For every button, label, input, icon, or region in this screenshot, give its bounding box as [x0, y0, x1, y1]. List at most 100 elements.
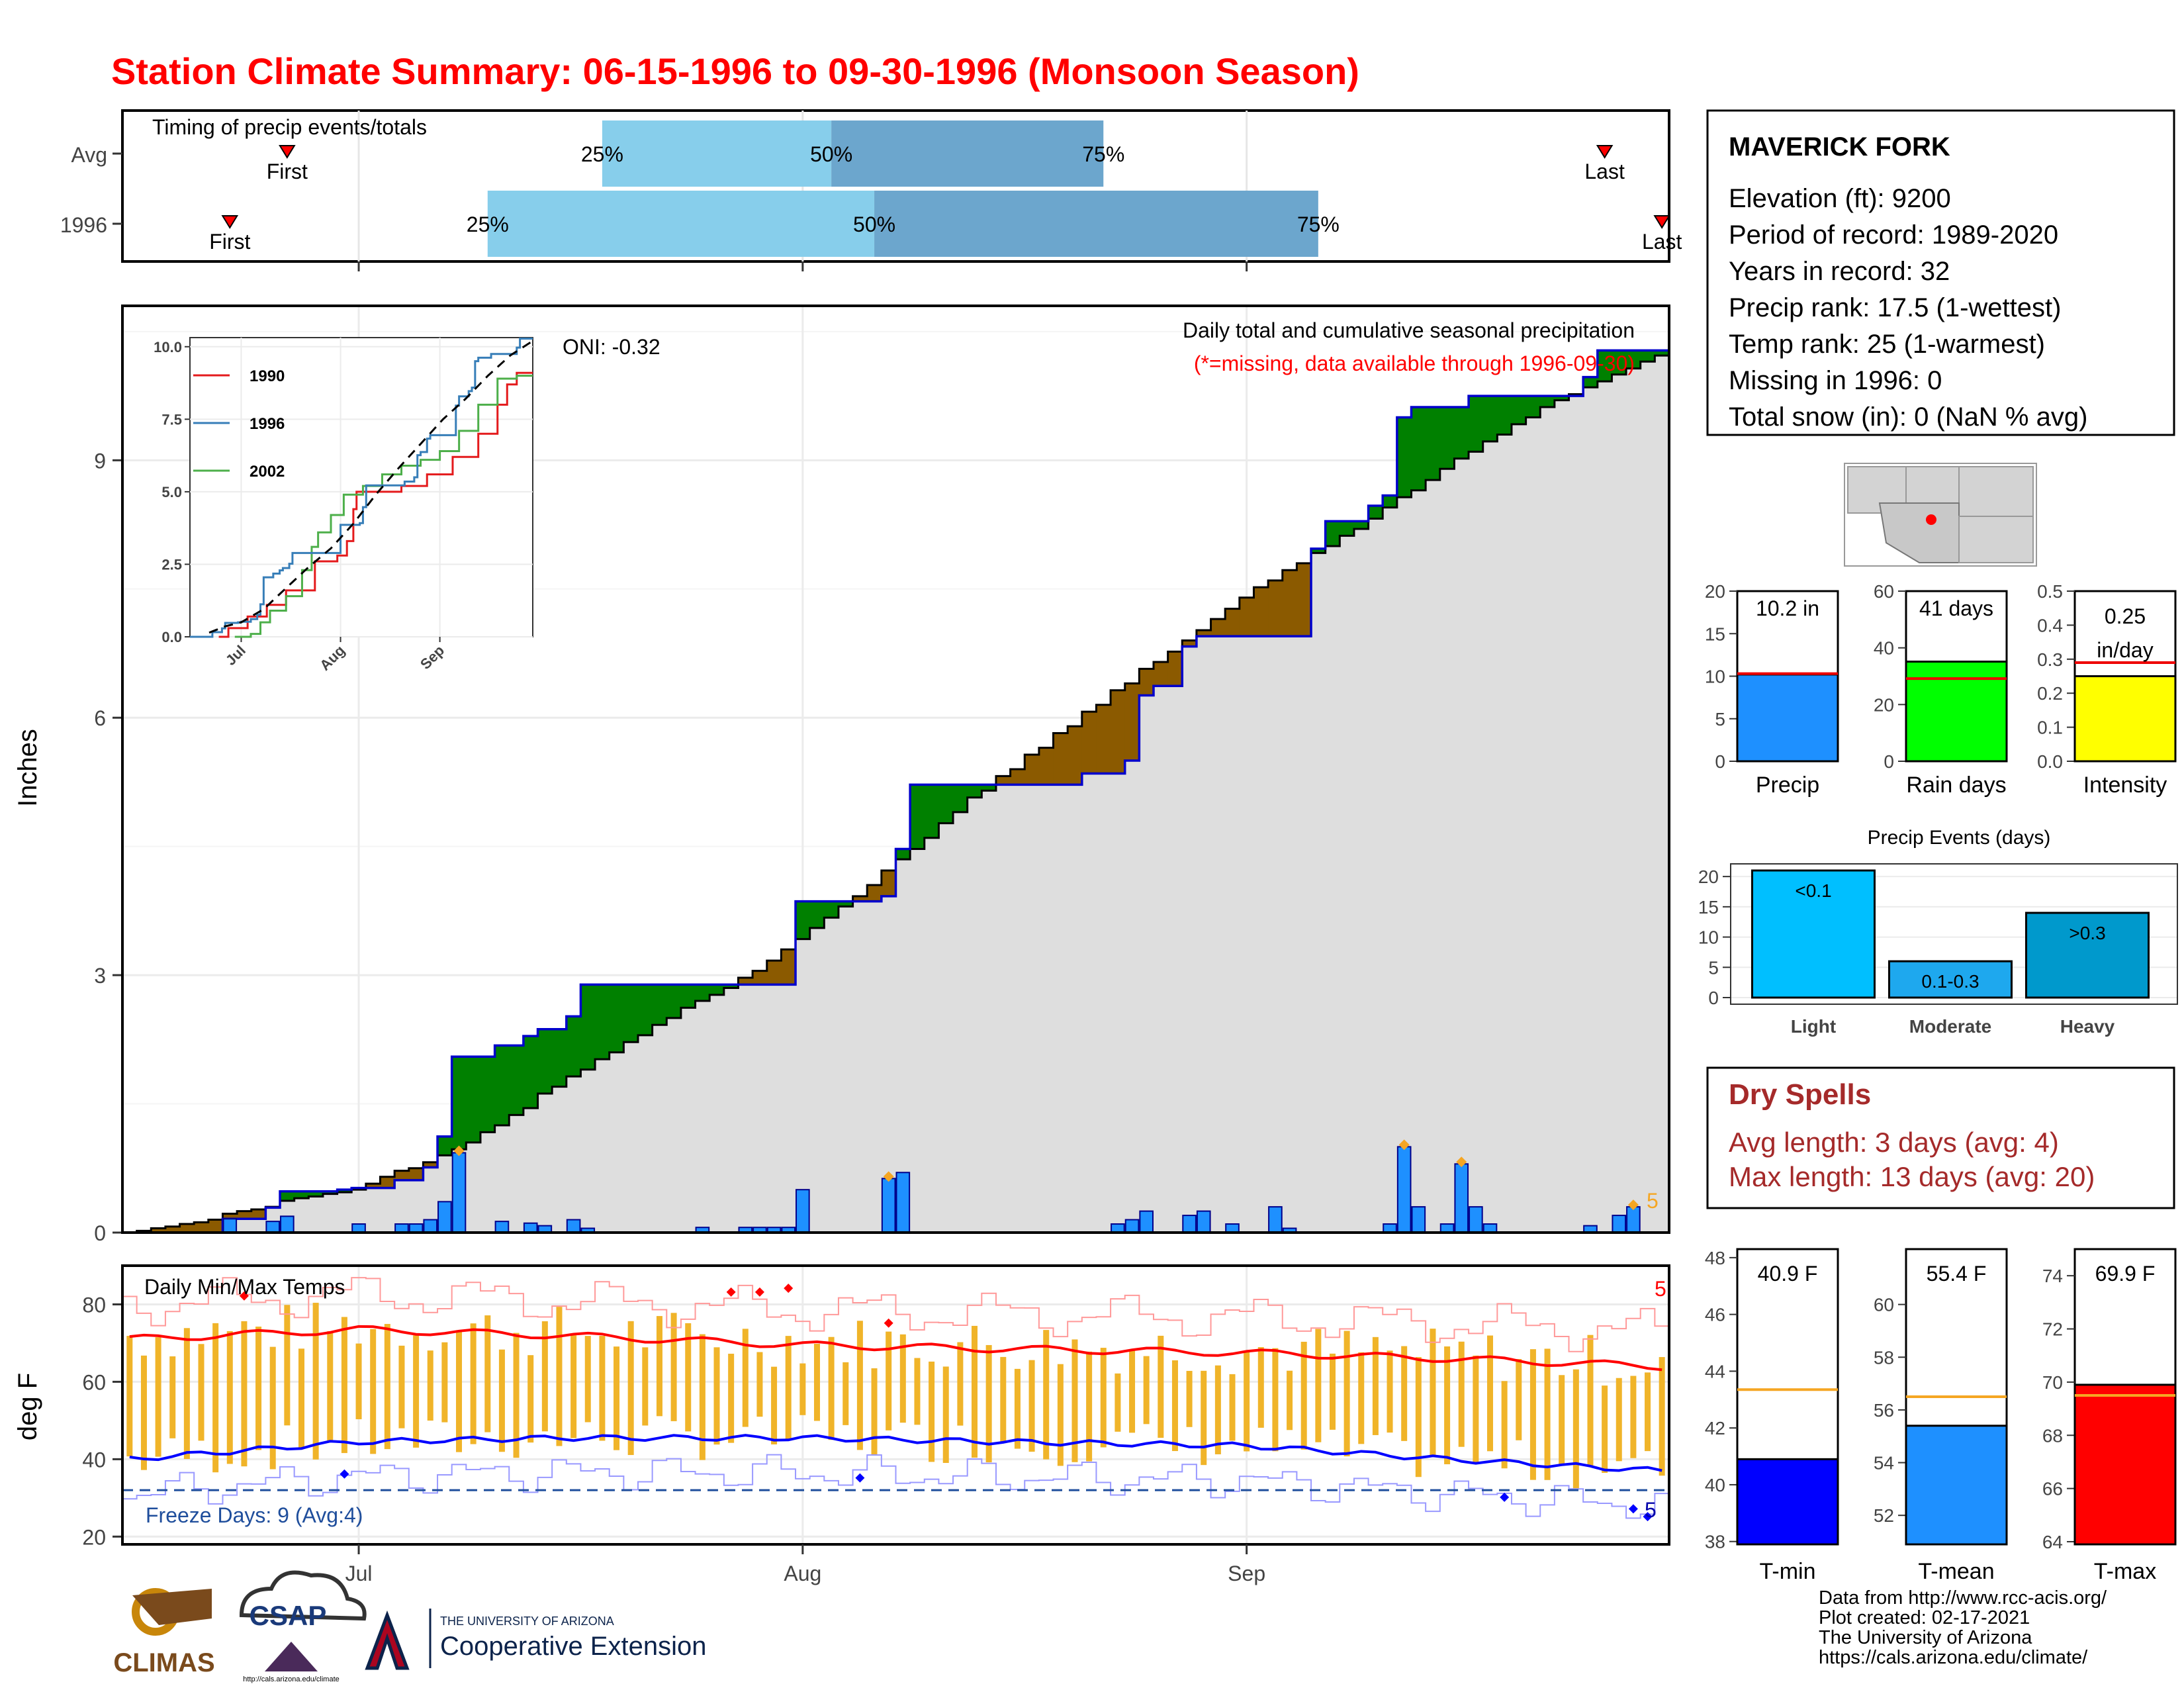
wetter-than-avg-fill	[623, 984, 639, 1043]
daily-temp-bar	[1615, 1378, 1622, 1462]
dry-spells-title: Dry Spells	[1729, 1078, 1871, 1111]
drier-than-avg-fill	[165, 1226, 181, 1233]
drier-than-avg-fill	[1297, 563, 1312, 637]
daily-precip-bar	[222, 1218, 238, 1234]
daily-temp-bar	[1516, 1359, 1522, 1440]
wetter-than-avg-fill	[895, 849, 911, 860]
daily-precip-bar	[523, 1222, 538, 1233]
daily-temp-bar	[914, 1358, 921, 1425]
daily-temp-bar	[570, 1335, 577, 1438]
y-tick-label: 44	[1705, 1361, 1725, 1382]
wetter-than-avg-fill	[723, 984, 739, 988]
top5-marker	[1627, 1199, 1639, 1211]
x-tick-label: Aug	[784, 1562, 821, 1585]
y-axis-label: Inches	[13, 729, 42, 807]
daily-temp-bar	[370, 1329, 377, 1454]
y-tick-label: 38	[1705, 1532, 1725, 1552]
y-tick-label: 10	[1705, 667, 1725, 687]
top5-marker	[1456, 1156, 1467, 1168]
daily-temp-bar	[1171, 1360, 1178, 1452]
y-tick-label: 60	[1874, 581, 1894, 602]
precip-total-bar-chart: 0 5 10 15 20 10.2 in Precip	[1705, 581, 1839, 798]
last-marker	[1596, 145, 1614, 159]
station-stat-line: Precip rank: 17.5 (1-wettest)	[1729, 293, 2061, 322]
daily-temp-bar	[198, 1344, 205, 1441]
inset-line-2002	[234, 375, 533, 638]
intensity-bar	[2073, 675, 2177, 763]
drier-than-avg-fill	[1081, 712, 1097, 774]
record-low-marker	[1500, 1492, 1510, 1502]
daily-temp-bar	[1544, 1348, 1551, 1480]
daily-temp-bar	[1158, 1335, 1164, 1438]
intensity-label: Intensity	[2083, 773, 2167, 798]
temp-panel-title: Daily Min/Max Temps	[144, 1275, 345, 1299]
ua-small-text: THE UNIVERSITY OF ARIZONA	[440, 1615, 614, 1628]
wetter-than-avg-fill	[451, 1056, 467, 1150]
wetter-than-avg-fill	[709, 984, 725, 995]
wetter-than-avg-fill	[967, 784, 982, 798]
wetter-than-avg-fill	[1454, 406, 1469, 459]
daily-temp-bar	[1287, 1370, 1293, 1430]
daily-temp-bar	[427, 1350, 433, 1421]
daily-temp-bar	[1473, 1355, 1479, 1464]
iqr-low-bar	[602, 120, 832, 187]
wetter-than-avg-fill	[1383, 495, 1398, 508]
station-location-dot	[1926, 514, 1936, 525]
event-bar-text: <0.1	[1795, 880, 1831, 901]
drier-than-avg-fill	[237, 1211, 252, 1219]
first-marker	[279, 145, 296, 159]
daily-temp-bar	[441, 1342, 448, 1423]
daily-temp-bar	[1343, 1331, 1350, 1457]
climas-logo-icon	[132, 1589, 212, 1625]
timing-row-label: Avg	[71, 143, 107, 167]
wetter-than-avg-fill	[1640, 350, 1655, 362]
record-high-marker	[239, 1291, 249, 1301]
climas-logo-text: CLIMAS	[113, 1648, 214, 1677]
daily-precip-bar	[1124, 1219, 1140, 1233]
dry-spells-avg: Avg length: 3 days (avg: 4)	[1729, 1127, 2059, 1158]
daily-temp-bar	[929, 1361, 935, 1462]
station-stat-line: Years in record: 32	[1729, 257, 1950, 286]
logos: CLIMAS CSAP http://cals.arizona.edu/climat…	[113, 1570, 706, 1683]
y-tick-label: 48	[1705, 1248, 1725, 1268]
wetter-than-avg-fill	[1469, 396, 1484, 452]
daily-temp-bar	[1630, 1376, 1637, 1458]
y-tick-label: 52	[1874, 1505, 1894, 1526]
freeze-days-label: Freeze Days: 9 (Avg:4)	[146, 1503, 363, 1527]
record-low-count: 5	[1645, 1498, 1657, 1522]
drier-than-avg-fill	[1053, 733, 1068, 785]
rain-days-label: Rain days	[1906, 773, 2006, 798]
daily-precip-bar	[881, 1178, 896, 1234]
wetter-than-avg-fill	[494, 1045, 510, 1125]
station-stat-line: Temp rank: 25 (1-warmest)	[1729, 330, 2045, 359]
drier-than-avg-fill	[781, 949, 796, 985]
wetter-than-avg-fill	[1511, 396, 1527, 424]
daily-temp-bar	[1387, 1350, 1393, 1433]
tmax-bar-chart-label: T-max	[2094, 1559, 2156, 1584]
y-tick-label: 68	[2042, 1425, 2063, 1446]
daily-temp-bar	[312, 1303, 319, 1460]
daily-temp-bar	[126, 1336, 133, 1457]
wetter-than-avg-fill	[609, 984, 624, 1053]
wetter-than-avg-fill	[1325, 521, 1340, 546]
tmean-bar-chart-label: T-mean	[1918, 1559, 1994, 1584]
daily-temp-bar	[599, 1336, 606, 1441]
wetter-than-avg-fill	[838, 901, 854, 907]
y-tick-label: 40	[1874, 638, 1894, 659]
daily-temp-bar	[1143, 1356, 1150, 1425]
first-marker-label: First	[267, 160, 308, 183]
daily-temp-bar	[298, 1348, 304, 1449]
dry-spells-box: Dry Spells Avg length: 3 days (avg: 4)Max…	[1706, 1066, 2175, 1209]
top5-count: 5	[1647, 1189, 1659, 1213]
daily-temp-bar	[1186, 1370, 1193, 1427]
y-tick-label: 80	[82, 1293, 106, 1317]
tmean-bar-chart-value: 55.4 F	[1927, 1262, 1987, 1286]
daily-temp-bar	[1372, 1336, 1379, 1435]
daily-temp-bar	[1028, 1360, 1035, 1452]
intensity-value: 0.25	[2105, 604, 2146, 628]
daily-temp-bar	[527, 1355, 534, 1443]
page-title: Station Climate Summary: 06-15-1996 to 0…	[111, 50, 1359, 92]
daily-temp-bar	[341, 1317, 347, 1454]
daily-temp-bar	[384, 1324, 390, 1450]
